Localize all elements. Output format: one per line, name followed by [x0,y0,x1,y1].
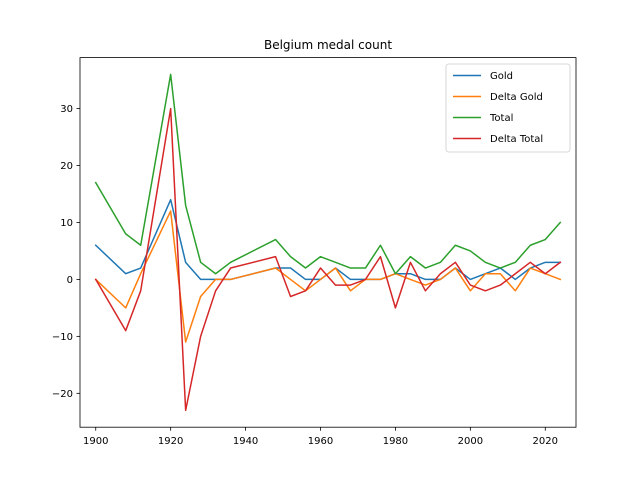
plot-frame [79,57,577,428]
x-tick-label: 1960 [308,436,333,447]
series-layer [94,73,562,412]
series-line-0 [94,198,562,281]
legend-label-3: Delta Total [490,134,543,145]
legend-box [445,63,571,153]
x-tick-label: 1900 [83,436,108,447]
y-tick-label: 20 [60,161,73,172]
x-tick-label: 2020 [533,436,558,447]
series-line-2 [94,73,562,275]
legend-label-2: Total [489,113,513,124]
series-line-1 [94,210,562,343]
y-tick-label: 30 [60,104,73,115]
y-tick-label: 10 [60,218,73,229]
series-line-3 [94,107,562,412]
legend: Gold Delta Gold Total Delta Total [445,63,571,153]
legend-label-0: Gold [490,71,513,82]
x-tick-label: 2000 [458,436,483,447]
x-tick-label: 1940 [233,436,258,447]
y-tick-label: −20 [52,389,73,400]
chart-title: Belgium medal count [264,38,392,52]
x-axis: 1900 1920 1940 1960 1980 2000 2020 [83,427,558,447]
y-tick-label: 0 [67,275,73,286]
x-tick-label: 1920 [158,436,183,447]
y-axis: −20 −10 0 10 20 30 [52,104,80,400]
legend-label-1: Delta Gold [490,92,543,103]
x-tick-label: 1980 [383,436,408,447]
y-tick-label: −10 [52,332,73,343]
